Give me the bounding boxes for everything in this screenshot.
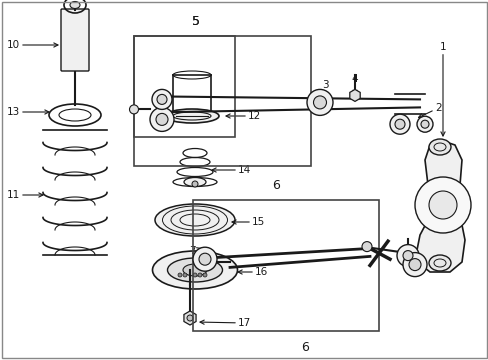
Bar [134,36,310,166]
Ellipse shape [164,109,219,123]
Circle shape [428,191,456,219]
Text: 2: 2 [418,103,441,117]
Circle shape [193,273,197,277]
Ellipse shape [156,113,168,125]
Circle shape [414,177,470,233]
Ellipse shape [402,251,412,261]
Ellipse shape [420,120,428,128]
Ellipse shape [152,251,237,289]
Text: 12: 12 [225,111,261,121]
Ellipse shape [402,253,426,276]
Text: 11: 11 [7,190,43,200]
Text: 13: 13 [7,107,49,117]
Text: 16: 16 [238,267,268,277]
Ellipse shape [150,107,174,131]
Text: 14: 14 [212,165,251,175]
Ellipse shape [183,177,205,186]
Ellipse shape [428,139,450,155]
Text: 4: 4 [351,74,358,94]
Polygon shape [183,311,196,325]
Text: 10: 10 [7,40,58,50]
Ellipse shape [167,258,222,282]
Ellipse shape [152,89,172,109]
Ellipse shape [155,204,235,236]
Ellipse shape [199,253,210,265]
Text: 6: 6 [271,179,280,192]
Ellipse shape [157,94,167,104]
Ellipse shape [70,1,80,9]
Ellipse shape [183,264,206,276]
Text: 7: 7 [189,246,201,256]
Bar [134,36,234,137]
Ellipse shape [428,255,450,271]
Polygon shape [414,140,464,272]
Ellipse shape [361,242,371,252]
Ellipse shape [416,116,432,132]
Text: 3: 3 [319,80,327,112]
Text: 3: 3 [162,92,170,109]
Text: 5: 5 [192,15,200,28]
Circle shape [203,273,206,277]
Text: 5: 5 [192,15,200,28]
Text: 1: 1 [439,42,446,136]
Ellipse shape [396,244,418,267]
Ellipse shape [394,119,404,129]
Ellipse shape [193,247,217,271]
Ellipse shape [389,114,409,134]
Polygon shape [349,89,360,102]
Text: 17: 17 [200,318,251,328]
Text: 8: 8 [404,264,411,277]
Ellipse shape [129,105,138,114]
Circle shape [198,273,202,277]
Text: 6: 6 [301,341,308,354]
FancyBboxPatch shape [61,9,89,71]
Text: 9: 9 [404,252,414,262]
Text: 15: 15 [231,217,264,227]
Circle shape [192,181,198,187]
Ellipse shape [306,89,332,116]
Circle shape [178,273,182,277]
Circle shape [183,273,186,277]
Ellipse shape [408,258,420,271]
Ellipse shape [313,96,326,109]
Bar [193,200,378,331]
Circle shape [186,315,193,321]
